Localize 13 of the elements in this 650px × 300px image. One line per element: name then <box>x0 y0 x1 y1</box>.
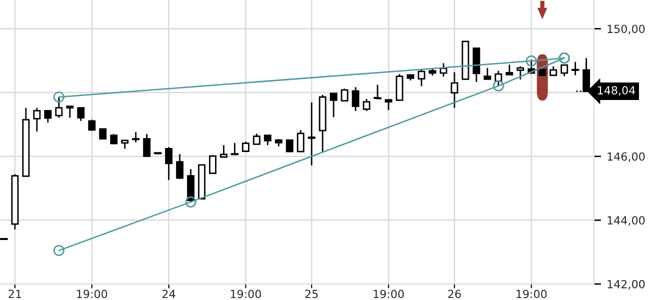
x-tick-label: 21 <box>8 290 21 298</box>
y-tick-label: 150,00 <box>608 24 645 34</box>
ref-line-label: 148,04 <box>598 86 636 96</box>
x-tick-label: 26 <box>448 290 461 298</box>
x-tick-label: 19:00 <box>77 290 108 298</box>
y-tick-label: 146,00 <box>608 152 645 162</box>
x-tick-label: 24 <box>162 290 176 298</box>
x-tick-label: 19:00 <box>374 290 404 298</box>
y-tick-label: 144,00 <box>608 216 645 226</box>
x-tick-label: 19:00 <box>230 290 261 298</box>
x-tick-label: 19:00 <box>516 290 547 298</box>
y-tick-label: 142,00 <box>608 280 645 290</box>
x-tick-label: 25 <box>305 290 318 298</box>
